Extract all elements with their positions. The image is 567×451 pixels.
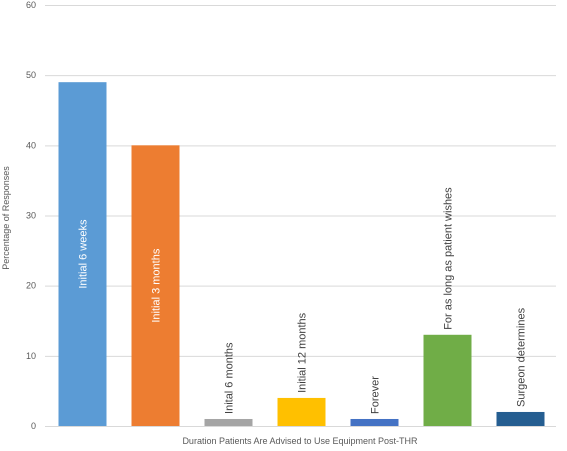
- bar: [204, 418, 253, 426]
- x-axis-title: Duration Patients Are Advised to Use Equ…: [182, 436, 418, 446]
- bar-label: Forever: [370, 376, 382, 414]
- bar: [131, 145, 180, 427]
- bar-label: Surgeon determines: [516, 307, 528, 407]
- y-tick-label: 20: [26, 281, 36, 291]
- y-tick-label: 40: [26, 140, 36, 150]
- bar-label: Initial 12 months: [297, 312, 309, 393]
- y-tick-label: 60: [26, 0, 36, 10]
- bar: [423, 334, 472, 426]
- bar: [277, 397, 326, 426]
- y-tick-label: 0: [31, 421, 36, 431]
- bar-label: Initial 3 months: [151, 248, 163, 322]
- gridlines: [45, 5, 556, 427]
- bar-label: Inital 6 months: [224, 342, 236, 414]
- bar-label: Initial 6 weeks: [78, 219, 90, 289]
- y-axis-title: Percentage of Responses: [1, 166, 11, 270]
- bars: [58, 82, 545, 427]
- bar: [58, 82, 107, 426]
- bar-label: For as long as patient wishes: [443, 187, 455, 330]
- y-tick-label: 10: [26, 351, 36, 361]
- y-axis-ticks: 0 10 20 30 40 50 60: [26, 0, 36, 431]
- bar: [496, 411, 545, 426]
- bar: [350, 418, 399, 426]
- y-tick-label: 50: [26, 70, 36, 80]
- y-tick-label: 30: [26, 211, 36, 221]
- bar-labels: Initial 6 weeks Initial 3 months Inital 6 …: [78, 187, 528, 414]
